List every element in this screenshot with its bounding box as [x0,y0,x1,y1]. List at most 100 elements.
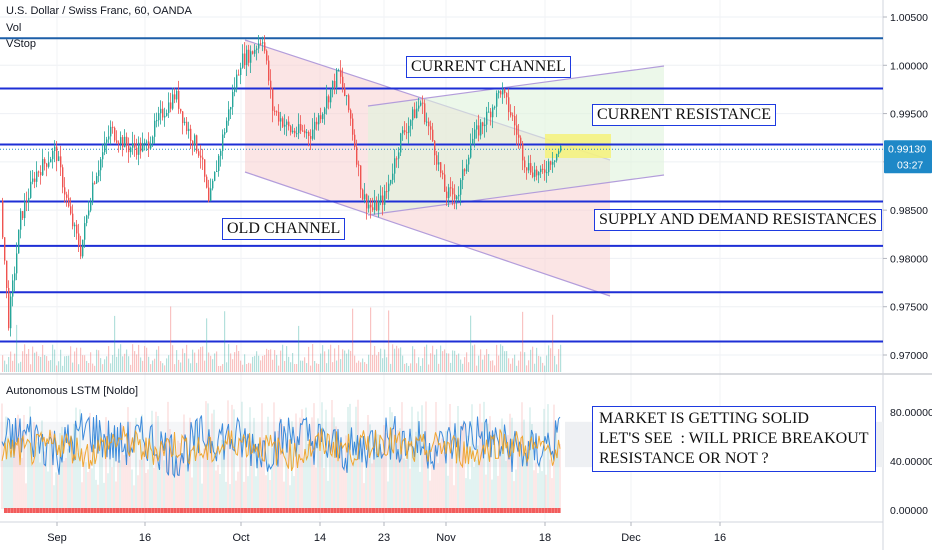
volume-bar [252,356,254,372]
candle-body [216,170,218,173]
volume-bar [482,359,484,372]
candle-body [130,147,132,153]
current-channel-area [368,66,664,215]
candle-body [184,121,186,124]
lstm-signal-marker [122,508,126,513]
candle-body [308,132,310,137]
candle-body [42,159,44,176]
candle-body [312,129,314,139]
volume-bar [504,351,506,372]
y-axis-tick-label: 1.00500 [890,12,928,24]
lstm-signal-marker [42,508,46,513]
lstm-signal-marker [525,508,529,513]
candle-body [262,42,264,44]
volume-bar [278,365,280,372]
candle-body [186,121,188,132]
candle-body [68,197,70,207]
volume-bar [366,363,368,372]
candle-body [168,102,170,114]
volume-bar [80,347,82,372]
candle-body [388,183,390,192]
volume-bar [134,351,136,372]
volume-bar [34,352,36,372]
lstm-signal-marker [205,508,209,513]
candle-body [24,201,26,219]
candle-body [302,130,304,132]
candle-body [64,187,66,195]
lstm-signal-marker [330,508,334,513]
volume-bar [86,360,88,372]
volume-bar [18,363,20,372]
candle-body [378,200,380,211]
lstm-signal-marker [333,508,337,513]
lstm-signal-marker [84,508,87,513]
lstm-signal-marker [500,508,503,513]
lstm-signal-marker [455,508,459,513]
supply-demand-annotation: SUPPLY AND DEMAND RESISTANCES [594,209,882,231]
volume-bar [306,363,308,372]
x-axis-tick-label: 23 [378,532,390,544]
volume-bar [370,307,372,372]
volume-bar [222,364,224,372]
lstm-signal-marker [308,508,311,513]
volume-bar [496,344,498,372]
candle-body [370,204,372,208]
volume-bar [212,359,214,372]
lstm-series-line [1,426,561,471]
candle-body [550,161,552,165]
candle-body [500,91,502,95]
x-axis-tick-label: Sep [47,532,67,544]
lstm-signal-marker [138,508,142,513]
volume-bar [42,344,44,372]
candle-body [174,94,176,100]
volume-bar [74,351,76,372]
volume-bar [218,365,220,372]
volume-bar [240,360,242,372]
candle-body [554,160,556,162]
candle-body [420,102,422,106]
volume-bar [176,350,178,372]
lstm-signal-marker [16,508,20,513]
volume-bar [318,363,320,372]
candle-body [516,125,518,135]
lstm-signal-marker [132,508,135,513]
volume-bar [204,360,206,372]
volume-bar [304,357,306,372]
volume-bar [156,349,158,372]
candle-body [238,74,240,76]
lstm-signal-marker [144,508,148,513]
candle-body [340,69,342,77]
lstm-signal-marker [29,508,33,513]
candle-body [80,246,82,257]
candle-body [102,152,104,160]
candle-body [204,159,206,177]
lstm-signal-marker [202,508,206,513]
volume-bar [26,353,28,372]
candle-body [274,110,276,112]
lstm-signal-marker [266,508,270,513]
volume-bar [476,365,478,372]
lstm-signal-marker [375,508,379,513]
volume-bar [430,353,432,372]
candle-body [508,97,510,113]
y-axis-tick-label: 0.97500 [890,302,928,314]
price-badge-value: 0.99130 [888,143,926,155]
candle-body [166,113,168,116]
candle-body [88,210,90,216]
lstm-signal-marker [135,508,139,513]
candle-body [172,94,174,109]
candle-body [96,176,98,184]
candle-body [408,125,410,133]
candle-body [542,168,544,170]
candle-body [270,80,272,90]
volume-bar [456,354,458,372]
candle-body [272,89,274,111]
candle-body [226,120,228,133]
volume-bar [124,353,126,372]
lstm-signal-marker [7,508,11,513]
lstm-signal-marker [452,508,455,513]
candle-body [384,191,386,205]
lstm-signal-marker [186,508,190,513]
volume-bar [452,350,454,372]
